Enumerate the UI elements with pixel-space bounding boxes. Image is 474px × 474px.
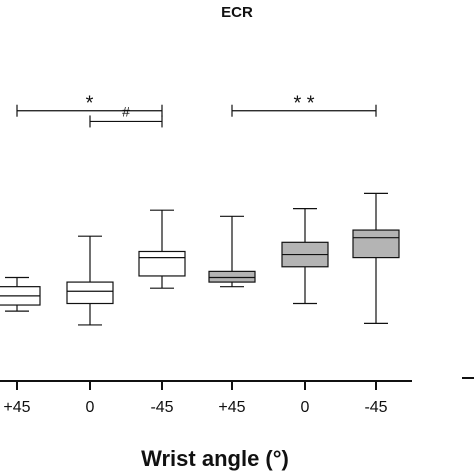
significance-label-2: * * xyxy=(293,93,314,115)
chart-title: ECR xyxy=(221,4,253,21)
box-2-iqr-box xyxy=(138,250,186,277)
x-tick-label-4: 0 xyxy=(301,399,310,416)
x-tick-label-3: +45 xyxy=(218,399,245,416)
x-tick-label-5: -45 xyxy=(364,399,387,416)
x-tick-label-2: -45 xyxy=(150,399,173,416)
box-3-iqr-box xyxy=(208,270,256,283)
significance-label-0: * xyxy=(86,93,94,115)
significance-label-1: # xyxy=(122,103,130,119)
x-axis-label: Wrist angle (°) xyxy=(141,446,289,471)
plot-area: +45 0 -45 +45 0 -45 * # * * xyxy=(0,93,400,416)
box-1-iqr-box xyxy=(66,281,114,305)
box-5-iqr-box xyxy=(352,229,400,259)
x-tick-label-0: +45 xyxy=(3,399,30,416)
x-tick-label-1: 0 xyxy=(86,399,95,416)
